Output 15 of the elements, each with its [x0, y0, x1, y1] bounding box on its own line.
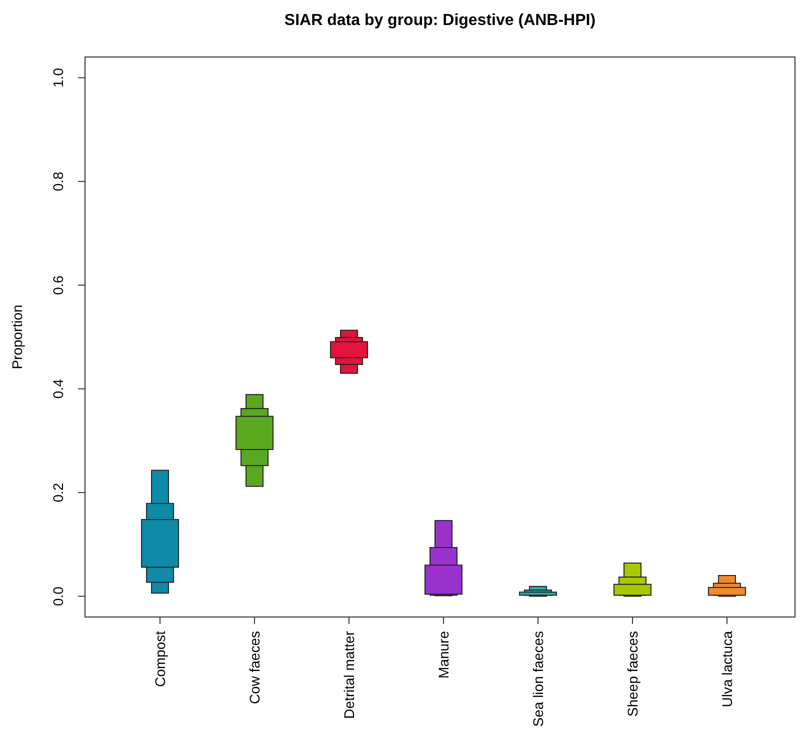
y-axis-title: Proportion [9, 304, 25, 370]
x-tick-label: Ulva lactuca [718, 630, 735, 708]
x-tick-label: Detrital matter [341, 630, 358, 719]
x-tick-label: Cow faeces [246, 631, 263, 704]
y-tick-label: 0.4 [50, 378, 66, 399]
x-tick-label: Sheep faeces [624, 631, 640, 717]
y-tick-label: 0.8 [50, 172, 66, 192]
x-tick-label: Compost [152, 630, 168, 688]
y-tick-label: 0.2 [50, 482, 66, 502]
x-tick-label: Manure [435, 630, 452, 678]
y-tick-label: 1.0 [50, 68, 66, 88]
y-tick-label: 0.0 [50, 586, 66, 606]
chart-title: SIAR data by group: Digestive (ANB-HPI) [284, 12, 596, 29]
x-tick-label: Sea lion faeces [530, 631, 546, 727]
y-tick-label: 0.6 [50, 275, 66, 295]
